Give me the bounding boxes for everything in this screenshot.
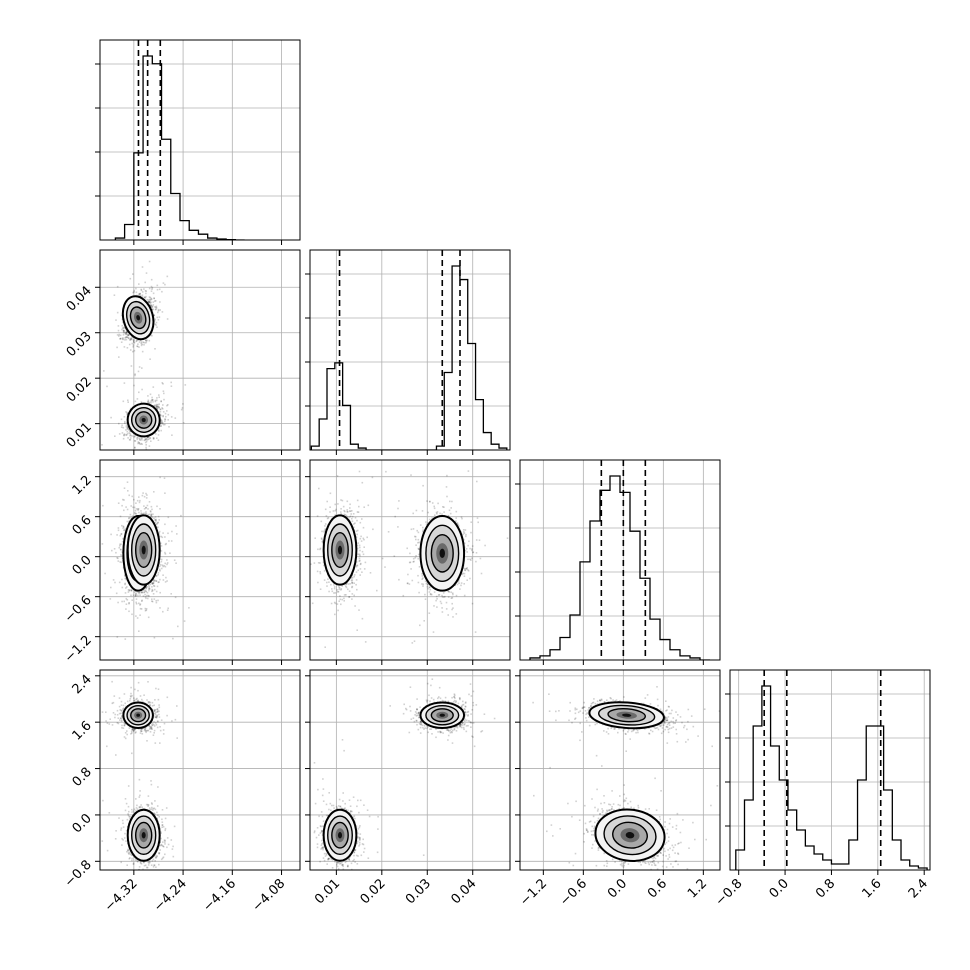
density-contours-3-2-0	[588, 701, 665, 730]
xtick-label-2-0: −1.2	[517, 876, 550, 909]
panel-frame-0-0	[99, 39, 301, 241]
panel-3-0: −4.32 −4.24 −4.16 −4.08 −0.8 0.0 0.8 1.6 2.4	[62, 669, 301, 915]
density-contours-3-0-0	[122, 701, 154, 729]
density-contours-1-0-1	[126, 402, 161, 438]
density-contours-3-0-1	[126, 808, 161, 862]
density-contours-3-1-0	[419, 701, 466, 729]
density-contours-2-0-1	[126, 514, 161, 586]
xtick-label-1-1: 0.02	[358, 876, 389, 907]
ytick-label-2-1: −0.6	[62, 593, 95, 626]
xtick-label-2-1: −0.6	[557, 876, 590, 909]
xtick-label-3-0: −0.8	[713, 876, 746, 909]
panel-2-1	[305, 459, 511, 665]
density-contours-3-1-1	[322, 808, 358, 862]
ytick-label-2-2: 0.0	[70, 553, 95, 578]
ytick-label-2-0: −1.2	[62, 633, 95, 666]
histogram-2	[529, 475, 710, 660]
histogram-0	[114, 55, 245, 240]
panel-1-0: 0.01 0.02 0.03 0.04	[64, 249, 301, 455]
xtick-label-1-2: 0.03	[403, 876, 434, 907]
xtick-label-3-2: 0.8	[813, 876, 838, 901]
xtick-label-2-3: 0.6	[645, 876, 670, 901]
panel-frame-3-2	[519, 669, 721, 871]
xtick-label-3-3: 1.6	[859, 876, 884, 901]
xtick-label-0-1: −4.24	[151, 876, 190, 915]
panel-frame-3-3	[729, 669, 931, 871]
xtick-label-2-4: 1.2	[685, 876, 710, 901]
ytick-label-1-3: 0.04	[64, 283, 95, 314]
ytick-label-1-1: 0.02	[64, 374, 95, 405]
density-contours-2-1-0	[419, 515, 466, 592]
xtick-label-1-0: 0.01	[312, 876, 343, 907]
ytick-label-3-2: 0.8	[70, 765, 95, 790]
histogram-1	[310, 265, 508, 450]
histogram-3	[735, 685, 928, 870]
xtick-label-3-4: 2.4	[906, 876, 931, 901]
panel-1-1	[305, 249, 511, 455]
density-contours-1-0-0	[121, 295, 155, 341]
ytick-label-3-1: 0.0	[70, 811, 95, 836]
xtick-label-0-2: −4.16	[200, 876, 239, 915]
ytick-label-3-0: −0.8	[62, 858, 95, 891]
ytick-label-1-2: 0.03	[64, 329, 95, 360]
xtick-label-0-3: −4.08	[250, 876, 289, 915]
panel-frame-1-1	[309, 249, 511, 451]
xtick-label-0-0: −4.32	[102, 876, 141, 915]
ytick-label-3-3: 1.6	[70, 718, 95, 743]
density-contours-3-2-1	[594, 808, 666, 862]
panel-frame-3-1	[309, 669, 511, 871]
xtick-label-2-2: 0.0	[605, 876, 630, 901]
ytick-label-2-4: 1.2	[70, 473, 95, 498]
density-contours-2-1-1	[322, 514, 358, 586]
ytick-label-1-0: 0.01	[64, 420, 95, 451]
panel-frame-2-0	[99, 459, 301, 661]
xtick-label-3-1: 0.0	[767, 876, 792, 901]
panel-2-0: −1.2 −0.6 0.0 0.6 1.2	[62, 459, 301, 666]
panel-3-1: 0.01 0.02 0.03 0.04	[305, 669, 511, 907]
panel-frame-2-2	[519, 459, 721, 661]
panel-frame-3-0	[99, 669, 301, 871]
ytick-label-3-4: 2.4	[70, 672, 95, 697]
panel-3-2: −1.2 −0.6 0.0 0.6 1.2	[515, 669, 721, 909]
panel-2-2	[515, 459, 721, 665]
panel-frame-1-0	[99, 249, 301, 451]
panel-0-0	[95, 39, 301, 245]
panel-frame-2-1	[309, 459, 511, 661]
panel-3-3: −0.8 0.0 0.8 1.6 2.4	[713, 669, 931, 909]
ytick-label-2-3: 0.6	[70, 513, 95, 538]
xtick-label-1-3: 0.04	[448, 876, 479, 907]
